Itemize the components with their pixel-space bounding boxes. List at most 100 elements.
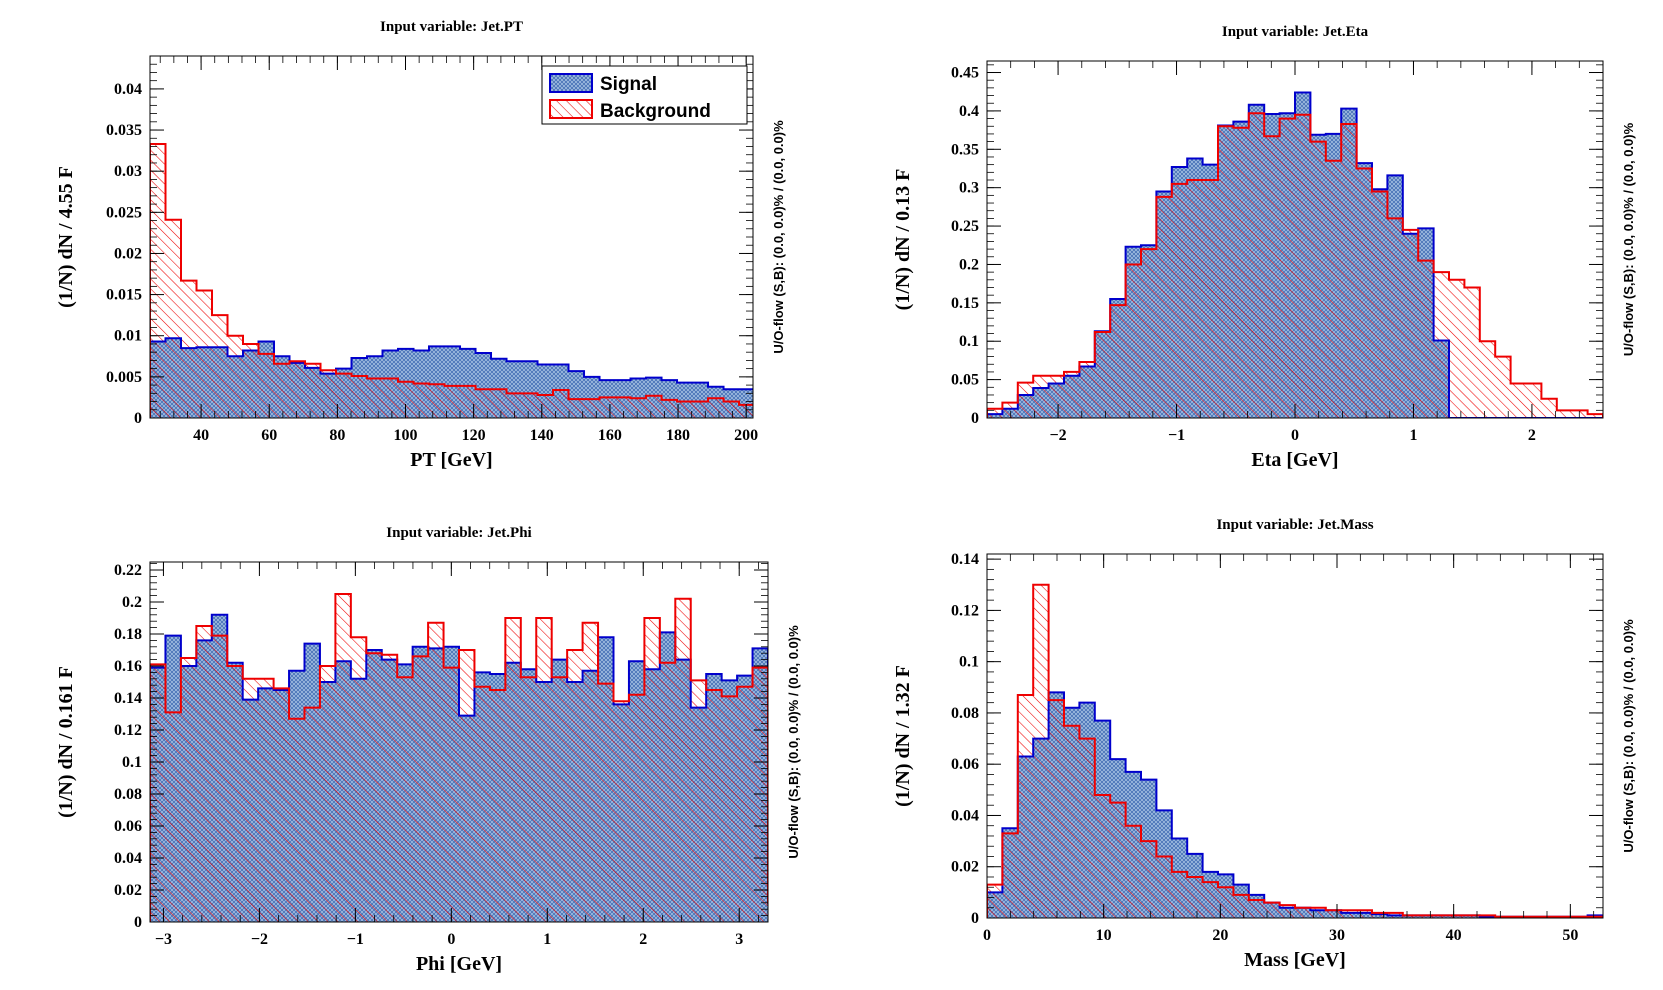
- y-tick-label: 0.35: [951, 141, 979, 158]
- y-tick-label: 0.12: [114, 722, 142, 739]
- y-tick-label: 0.025: [106, 204, 142, 221]
- y-tick-label: 0.18: [114, 626, 142, 643]
- x-tick-label: 30: [1329, 927, 1345, 944]
- y-tick-label: 0: [971, 910, 979, 927]
- x-tick-label: 3: [735, 931, 743, 948]
- y-tick-label: 0.15: [951, 295, 979, 312]
- x-tick-label: −3: [155, 931, 172, 948]
- x-tick-label: 200: [734, 427, 758, 444]
- background-series-line: [987, 112, 1603, 418]
- y-tick-label: 0.2: [959, 256, 979, 273]
- x-tick-label: 1: [1409, 427, 1417, 444]
- histogram-panel-0: 0 0.005 0.01 0.015 0.02 0.025 0.03 0.035 0.04 40 6…: [55, 19, 786, 471]
- legend-background-swatch: [549, 99, 593, 119]
- y-tick-label: 0.01: [114, 328, 142, 345]
- y-tick-label: 0.06: [114, 818, 142, 835]
- y-tick-label: 0.08: [951, 705, 979, 722]
- y-axis-label: (1/N) dN / 4.55 F: [55, 166, 77, 308]
- background-fill: [150, 144, 753, 418]
- signal-series-line: [150, 613, 768, 922]
- y-tick-label: 0.02: [951, 859, 979, 876]
- y-tick-label: 0.06: [951, 756, 979, 773]
- y-tick-label: 0.005: [106, 369, 142, 386]
- x-tick-label: 180: [666, 427, 690, 444]
- x-tick-label: 0: [1291, 427, 1299, 444]
- x-axis-label: PT [GeV]: [410, 449, 492, 471]
- y-tick-label: 0.02: [114, 882, 142, 899]
- y-tick-label: 0.2: [122, 594, 142, 611]
- x-tick-label: 40: [193, 427, 209, 444]
- y-tick-label: 0.04: [951, 807, 979, 824]
- x-tick-label: 120: [462, 427, 486, 444]
- overflow-label: U/O-flow (S,B): (0.0, 0.0)% / (0.0, 0.0)…: [1621, 619, 1636, 853]
- x-tick-label: −1: [347, 931, 364, 948]
- background-series-line: [150, 593, 768, 922]
- y-axis-label: (1/N) dN / 0.161 F: [55, 666, 77, 818]
- y-tick-label: 0.035: [106, 122, 142, 139]
- x-tick-label: −1: [1168, 427, 1185, 444]
- y-axis-label: (1/N) dN / 1.32 F: [892, 665, 914, 807]
- x-axis-label: Mass [GeV]: [1244, 949, 1346, 971]
- x-tick-label: 10: [1096, 927, 1112, 944]
- chart-title: Input variable: Jet.PT: [380, 19, 523, 35]
- background-fill: [150, 594, 768, 922]
- x-tick-label: 1: [543, 931, 551, 948]
- y-tick-label: 0.03: [114, 163, 142, 180]
- chart-title: Input variable: Jet.Phi: [386, 525, 531, 541]
- legend: Signal Background: [541, 65, 748, 125]
- plot-frame: [149, 561, 769, 923]
- y-tick-label: 0.02: [114, 245, 142, 262]
- overflow-label: U/O-flow (S,B): (0.0, 0.0)% / (0.0, 0.0)…: [771, 120, 786, 354]
- y-tick-label: 0.14: [114, 690, 142, 707]
- x-tick-label: 0: [447, 931, 455, 948]
- y-tick-label: 0.04: [114, 850, 142, 867]
- background-series-line: [987, 583, 1603, 918]
- legend-signal-label: Signal: [600, 74, 657, 95]
- x-tick-label: 100: [394, 427, 418, 444]
- x-tick-label: 20: [1212, 927, 1228, 944]
- x-tick-label: 80: [329, 427, 345, 444]
- y-tick-label: 0.14: [951, 551, 979, 568]
- histogram-panel-2: 0 0.02 0.04 0.06 0.08 0.1 0.12 0.14 0.16 0.18 0.2 0…: [55, 525, 801, 975]
- y-tick-label: 0.1: [122, 754, 142, 771]
- signal-series-line: [150, 337, 753, 418]
- y-tick-label: 0.3: [959, 180, 979, 197]
- x-tick-label: 2: [1528, 427, 1536, 444]
- y-axis-label: (1/N) dN / 0.13 F: [892, 169, 914, 311]
- overflow-label: U/O-flow (S,B): (0.0, 0.0)% / (0.0, 0.0)…: [1621, 122, 1636, 356]
- y-tick-label: 0.4: [959, 103, 979, 120]
- y-tick-label: 0.04: [114, 81, 142, 98]
- y-tick-label: 0.1: [959, 333, 979, 350]
- chart-title: Input variable: Jet.Eta: [1222, 24, 1369, 40]
- chart-title: Input variable: Jet.Mass: [1216, 517, 1373, 533]
- y-tick-label: 0.16: [114, 658, 142, 675]
- y-tick-label: 0.25: [951, 218, 979, 235]
- x-tick-label: 160: [598, 427, 622, 444]
- y-tick-label: 0.12: [951, 602, 979, 619]
- legend-background-label: Background: [600, 101, 711, 122]
- overflow-label: U/O-flow (S,B): (0.0, 0.0)% / (0.0, 0.0)…: [786, 625, 801, 859]
- y-tick-label: 0: [971, 410, 979, 427]
- y-tick-label: 0.22: [114, 562, 142, 579]
- x-tick-label: 50: [1562, 927, 1578, 944]
- y-tick-label: 0.05: [951, 372, 979, 389]
- x-tick-label: 2: [639, 931, 647, 948]
- y-tick-label: 0: [134, 410, 142, 427]
- signal-series-line: [987, 91, 1603, 418]
- histogram-panel-1: 0 0.05 0.1 0.15 0.2 0.25 0.3 0.35 0.4 0.45 −2 −1 0 1 2…: [892, 24, 1636, 471]
- x-axis-label: Phi [GeV]: [416, 953, 502, 975]
- y-tick-label: 0.1: [959, 654, 979, 671]
- x-tick-label: −2: [1050, 427, 1067, 444]
- background-fill: [987, 584, 1603, 918]
- legend-signal-swatch: [549, 73, 593, 93]
- y-tick-label: 0.015: [106, 287, 142, 304]
- x-tick-label: −2: [251, 931, 268, 948]
- histogram-panel-3: 0 0.02 0.04 0.06 0.08 0.1 0.12 0.14 0 10 20 30 40 50 I…: [892, 517, 1636, 971]
- plot-frame: [986, 553, 1604, 919]
- y-tick-label: 0.45: [951, 65, 979, 82]
- background-series-line: [150, 143, 753, 418]
- x-axis-label: Eta [GeV]: [1251, 449, 1338, 471]
- x-tick-label: 60: [261, 427, 277, 444]
- x-tick-label: 0: [983, 927, 991, 944]
